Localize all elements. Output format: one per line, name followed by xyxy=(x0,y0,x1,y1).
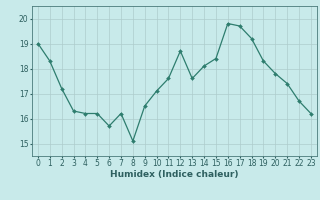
X-axis label: Humidex (Indice chaleur): Humidex (Indice chaleur) xyxy=(110,170,239,179)
